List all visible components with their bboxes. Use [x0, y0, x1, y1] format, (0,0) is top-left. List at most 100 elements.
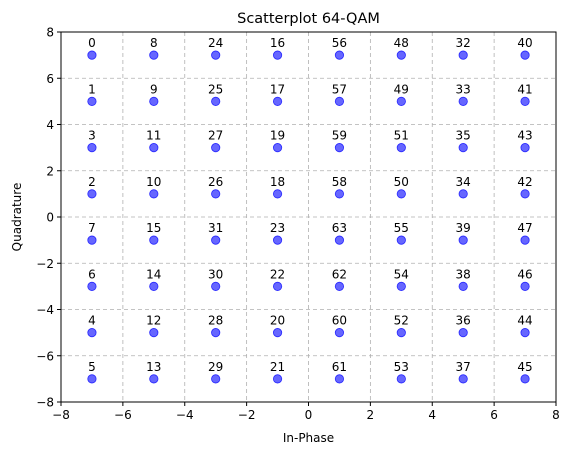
y-tick-label: 6: [46, 72, 54, 86]
data-point: [272, 328, 283, 338]
point-label: 31: [208, 221, 223, 235]
point-label: 15: [146, 221, 161, 235]
data-point: [87, 328, 97, 338]
point-label: 48: [394, 36, 409, 50]
point-label: 58: [332, 175, 347, 189]
data-point: [149, 235, 159, 245]
data-point: [272, 281, 283, 291]
data-point: [87, 281, 97, 291]
data-point: [458, 143, 468, 153]
data-point: [211, 96, 221, 106]
y-tick-label: 4: [46, 118, 54, 132]
point-label: 55: [394, 221, 409, 235]
point-label: 53: [394, 360, 409, 374]
point-label: 4: [88, 314, 96, 328]
data-point: [334, 374, 345, 384]
point-label: 7: [88, 221, 96, 235]
data-point: [520, 328, 530, 338]
point-label: 34: [456, 175, 471, 189]
x-tick-label: 0: [305, 408, 313, 422]
data-point: [458, 235, 468, 245]
point-label: 21: [270, 360, 285, 374]
chart-title: Scatterplot 64-QAM: [237, 11, 380, 27]
x-axis-label: In-Phase: [283, 431, 334, 445]
plot-frame: [60, 31, 557, 403]
data-point: [272, 50, 283, 60]
point-label: 14: [146, 267, 161, 281]
point-label: 41: [517, 82, 532, 96]
point-label: 9: [150, 82, 158, 96]
x-tick-label: 6: [490, 408, 498, 422]
point-label: 25: [208, 82, 223, 96]
data-point: [149, 374, 159, 384]
point-label: 32: [456, 36, 471, 50]
data-point: [211, 374, 221, 384]
y-tick-label: 2: [46, 164, 54, 178]
data-point: [396, 189, 406, 199]
data-point: [396, 328, 406, 338]
data-point: [149, 328, 159, 338]
point-label: 2: [88, 175, 96, 189]
data-point: [211, 328, 221, 338]
point-label: 42: [517, 175, 532, 189]
data-point: [149, 189, 159, 199]
data-point: [396, 96, 406, 106]
point-label: 13: [146, 360, 161, 374]
point-label: 23: [270, 221, 285, 235]
point-label: 6: [88, 267, 96, 281]
point-label: 33: [456, 82, 471, 96]
data-point: [396, 374, 406, 384]
point-label: 49: [394, 82, 409, 96]
point-label: 44: [517, 314, 532, 328]
point-label: 47: [517, 221, 532, 235]
point-label: 20: [270, 314, 285, 328]
x-tick-label: 4: [428, 408, 436, 422]
point-labels: 0 8 24 16 56 48 32 401 9 25 17 57 49 33 413 11 27 19 59 51 3…: [88, 36, 533, 374]
data-point: [334, 143, 345, 153]
point-label: 51: [394, 129, 409, 143]
data-point: [149, 96, 159, 106]
point-label: 40: [517, 36, 532, 50]
point-label: 29: [208, 360, 223, 374]
point-label: 61: [332, 360, 347, 374]
data-point: [211, 235, 221, 245]
data-point: [272, 96, 283, 106]
data-point: [334, 50, 345, 60]
point-label: 36: [456, 314, 471, 328]
x-tick-label: −4: [176, 408, 194, 422]
data-point: [211, 281, 221, 291]
point-label: 16: [270, 36, 285, 50]
data-point: [211, 50, 221, 60]
data-point: [520, 189, 530, 199]
point-label: 3: [88, 129, 96, 143]
data-point: [87, 235, 97, 245]
data-point: [272, 189, 283, 199]
point-label: 63: [332, 221, 347, 235]
point-label: 28: [208, 314, 223, 328]
data-point: [272, 143, 283, 153]
y-tick-label: 0: [46, 211, 54, 225]
x-tick-label: −2: [238, 408, 256, 422]
data-point: [334, 328, 345, 338]
data-point: [272, 374, 283, 384]
data-point: [520, 374, 530, 384]
point-label: 52: [394, 314, 409, 328]
point-label: 59: [332, 129, 347, 143]
y-axis-label: Quadrature: [10, 183, 24, 252]
data-point: [87, 96, 97, 106]
point-label: 18: [270, 175, 285, 189]
data-point: [458, 328, 468, 338]
data-point: [458, 189, 468, 199]
y-tick-label: −6: [36, 349, 54, 363]
point-label: 24: [208, 36, 223, 50]
data-point: [396, 235, 406, 245]
point-label: 30: [208, 267, 223, 281]
point-label: 46: [517, 267, 532, 281]
point-label: 50: [394, 175, 409, 189]
data-point: [458, 96, 468, 106]
data-point: [87, 374, 97, 384]
data-point: [87, 189, 97, 199]
x-tick-label: 8: [552, 408, 560, 422]
point-label: 60: [332, 314, 347, 328]
data-point: [87, 143, 97, 153]
